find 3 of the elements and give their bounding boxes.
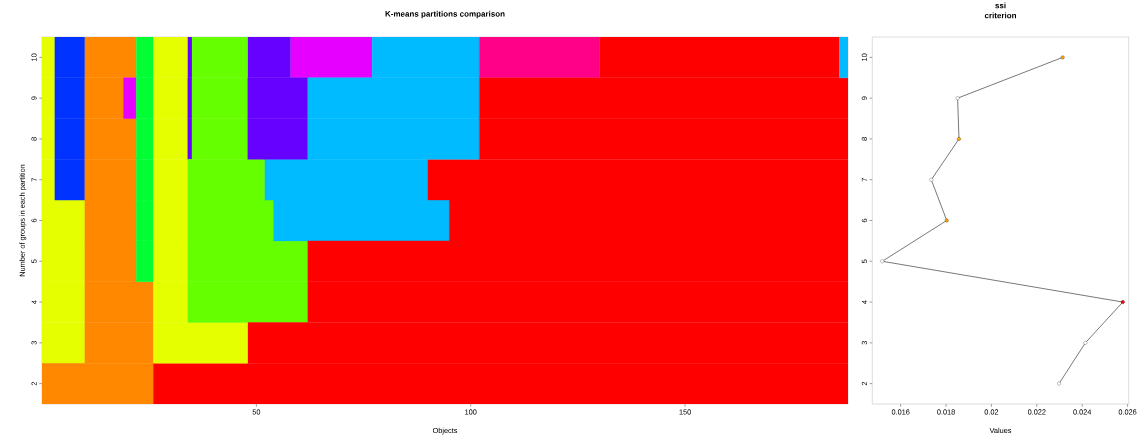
chart-title: ssi	[995, 2, 1006, 9]
chart-title: K-means partitions comparison	[385, 10, 505, 19]
chart-subtitle: criterion	[984, 12, 1017, 19]
